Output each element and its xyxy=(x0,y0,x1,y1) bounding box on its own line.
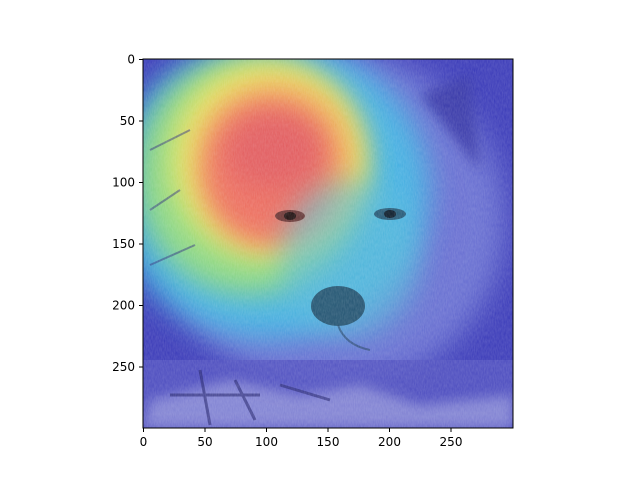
x-tick-label: 250 xyxy=(440,435,463,449)
y-axis-ticks: 0 50 100 150 200 250 xyxy=(112,53,143,374)
y-tick-label: 100 xyxy=(112,176,135,190)
x-tick-label: 150 xyxy=(317,435,340,449)
image-area xyxy=(143,59,513,428)
y-tick-label: 200 xyxy=(112,299,135,313)
x-tick-label: 200 xyxy=(378,435,401,449)
x-axis-ticks: 0 50 100 150 200 250 xyxy=(140,428,463,449)
y-tick-label: 0 xyxy=(127,53,135,67)
y-tick-label: 150 xyxy=(112,237,135,251)
x-tick-label: 0 xyxy=(140,435,148,449)
x-tick-label: 50 xyxy=(197,435,212,449)
y-tick-label: 250 xyxy=(112,360,135,374)
y-tick-label: 50 xyxy=(120,114,135,128)
x-tick-label: 100 xyxy=(255,435,278,449)
